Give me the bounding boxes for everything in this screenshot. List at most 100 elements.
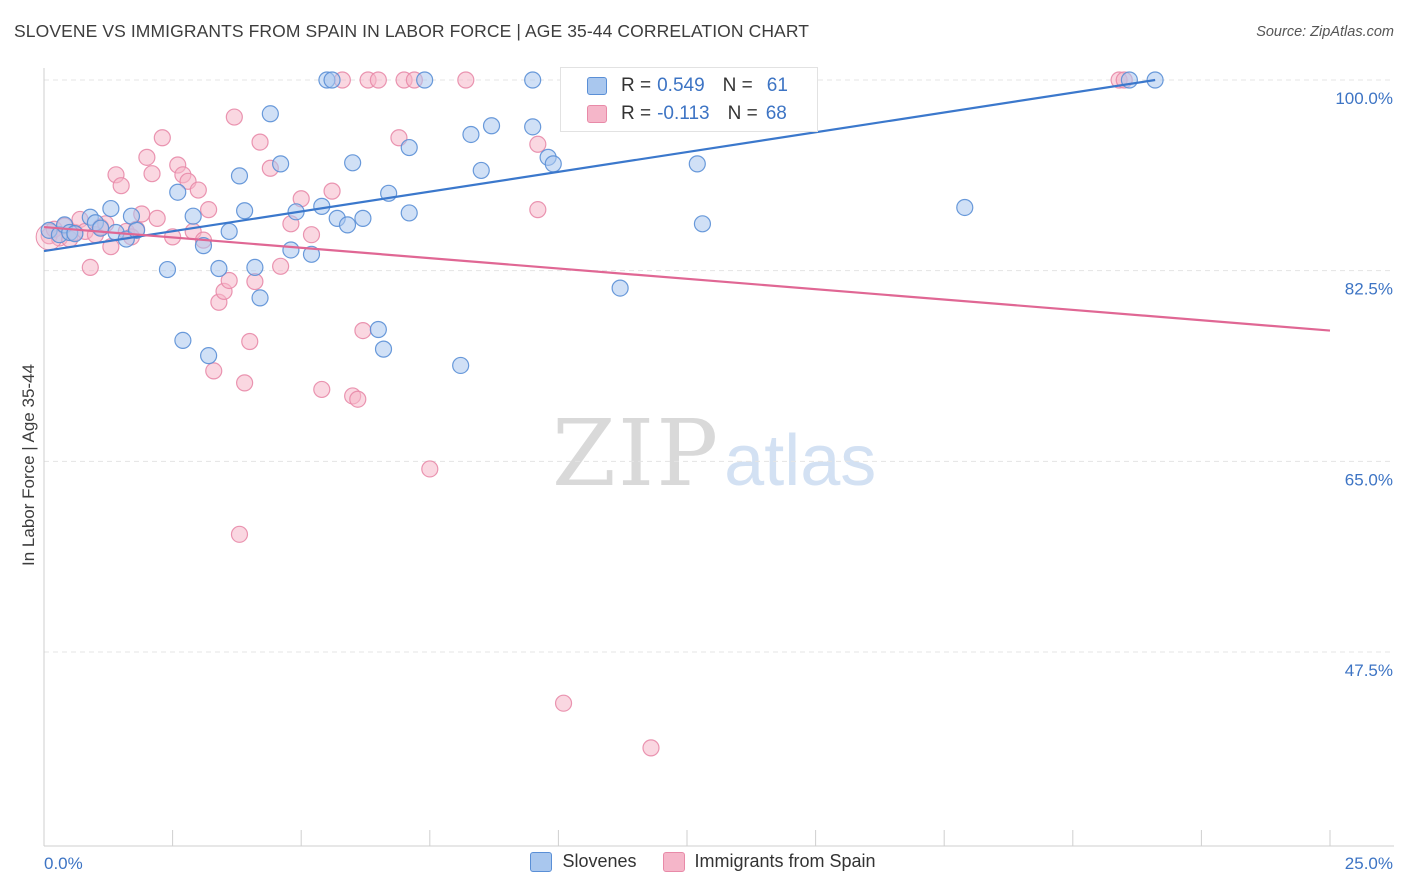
point-slovenes <box>693 215 712 233</box>
point-slovenes <box>462 125 480 144</box>
point-immigrants-from-spain <box>241 332 259 351</box>
r-value: 0.549 <box>657 75 705 96</box>
point-immigrants-from-spain <box>236 374 254 392</box>
y-tick-label: 47.5% <box>1345 661 1393 680</box>
point-slovenes <box>158 260 177 279</box>
point-slovenes <box>482 117 501 135</box>
point-slovenes <box>524 71 542 89</box>
point-immigrants-from-spain <box>81 258 99 276</box>
legend-row-spain: R = -0.113 N = 68 <box>561 101 787 127</box>
legend-swatch-pink <box>662 851 685 872</box>
point-immigrants-from-spain <box>349 390 367 408</box>
point-slovenes <box>956 198 974 217</box>
point-immigrants-from-spain <box>554 694 573 712</box>
r-label: R = <box>621 75 652 96</box>
tick-labels: 100.0% 82.5% 65.0% 47.5% 0.0% 25.0% <box>44 89 1393 873</box>
point-slovenes <box>174 331 192 349</box>
point-slovenes <box>544 155 562 173</box>
point-immigrants-from-spain <box>457 71 475 89</box>
point-immigrants-from-spain <box>205 362 223 380</box>
point-immigrants-from-spain <box>369 71 387 89</box>
point-slovenes <box>374 340 393 358</box>
n-value: 61 <box>766 75 788 96</box>
point-immigrants-from-spain <box>143 165 161 183</box>
point-slovenes <box>210 259 228 278</box>
point-immigrants-from-spain <box>313 380 331 399</box>
point-immigrants-from-spain <box>272 257 290 275</box>
point-immigrants-from-spain <box>148 209 166 227</box>
legend-row-slovenes: R = 0.549 N = 61 <box>561 73 788 99</box>
legend-item-slovenes[interactable]: Slovenes <box>530 851 637 872</box>
series-immigrants-from-spain-points <box>35 71 1133 757</box>
point-slovenes <box>251 289 269 307</box>
point-immigrants-from-spain <box>230 525 249 543</box>
point-immigrants-from-spain <box>138 148 156 166</box>
trend-lines <box>43 78 1331 332</box>
n-value: 68 <box>765 103 787 124</box>
n-label: N = <box>722 75 753 96</box>
point-immigrants-from-spain <box>642 739 660 757</box>
legend-swatch-blue <box>530 851 553 872</box>
point-slovenes <box>369 320 387 339</box>
r-label: R = <box>621 103 652 124</box>
point-immigrants-from-spain <box>354 321 372 340</box>
y-tick-label: 82.5% <box>1345 280 1393 299</box>
point-slovenes <box>400 204 418 222</box>
point-slovenes <box>91 219 110 237</box>
point-slovenes <box>524 118 542 136</box>
legend-label: Slovenes <box>562 851 637 871</box>
point-immigrants-from-spain <box>225 108 243 126</box>
point-immigrants-from-spain <box>421 460 439 478</box>
point-slovenes <box>416 71 434 89</box>
chart-title: SLOVENE VS IMMIGRANTS FROM SPAIN IN LABO… <box>14 21 810 41</box>
point-slovenes <box>236 202 254 220</box>
point-slovenes <box>184 207 202 225</box>
trend-line-immigrants-from-spain <box>43 225 1331 332</box>
y-axis-label-text: In Labor Force | Age 35-44 <box>19 364 38 566</box>
point-immigrants-from-spain <box>529 135 547 153</box>
point-slovenes <box>246 258 264 276</box>
r-value: -0.113 <box>657 103 710 124</box>
point-slovenes <box>302 245 321 263</box>
point-slovenes <box>220 222 238 241</box>
point-slovenes <box>344 154 362 172</box>
legend-swatch-blue <box>587 77 607 95</box>
point-slovenes <box>200 347 218 365</box>
point-slovenes <box>282 241 300 259</box>
point-slovenes <box>261 105 279 123</box>
point-slovenes <box>338 216 357 234</box>
point-immigrants-from-spain <box>220 271 238 290</box>
grid-layer <box>44 79 1394 653</box>
legend-item-spain[interactable]: Immigrants from Spain <box>662 851 876 872</box>
point-slovenes <box>323 71 341 89</box>
point-slovenes <box>272 155 290 173</box>
point-immigrants-from-spain <box>251 133 269 151</box>
x-tick-label: 25.0% <box>1345 854 1393 873</box>
point-immigrants-from-spain <box>189 181 207 199</box>
point-immigrants-from-spain <box>302 226 321 244</box>
point-slovenes <box>452 356 470 375</box>
x-tick-label: 0.0% <box>44 854 83 873</box>
source-label: Source: ZipAtlas.com <box>1256 24 1394 40</box>
point-immigrants-from-spain <box>529 201 547 219</box>
series-legend: Slovenes Immigrants from Spain <box>0 851 1406 872</box>
point-slovenes <box>230 167 249 185</box>
point-slovenes <box>688 155 706 173</box>
point-immigrants-from-spain <box>200 201 218 219</box>
point-slovenes <box>194 237 213 255</box>
axis-layer <box>43 68 1394 847</box>
point-slovenes <box>472 161 490 180</box>
trend-line-slovenes <box>43 78 1156 253</box>
point-slovenes <box>400 138 418 157</box>
point-slovenes <box>354 209 372 227</box>
y-tick-label: 100.0% <box>1335 89 1393 108</box>
point-slovenes <box>102 199 120 218</box>
point-immigrants-from-spain <box>323 182 341 200</box>
legend-swatch-pink <box>587 105 607 123</box>
n-label: N = <box>727 103 758 124</box>
point-slovenes <box>169 183 187 201</box>
point-immigrants-from-spain <box>153 129 171 147</box>
point-slovenes <box>611 279 629 297</box>
correlation-legend: R = 0.549 N = 61 R = -0.113 N = 68 <box>560 67 818 132</box>
